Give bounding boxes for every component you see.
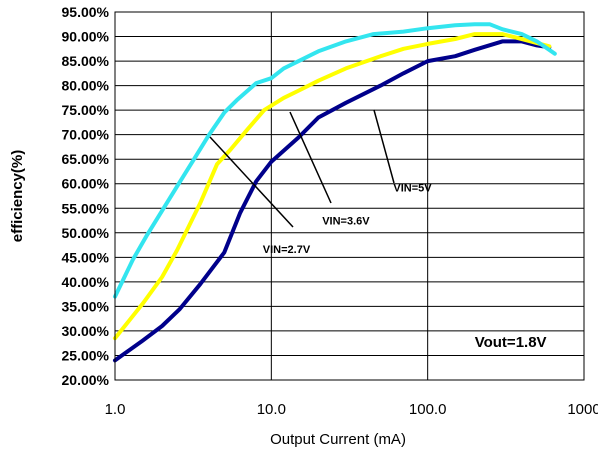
- y-tick-label: 90.00%: [62, 29, 110, 45]
- y-tick-label: 35.00%: [62, 298, 110, 314]
- y-tick-label: 40.00%: [62, 274, 110, 290]
- x-tick-label: 1.0: [105, 401, 126, 418]
- y-tick-label: 25.00%: [62, 347, 110, 363]
- annotation-leader: [289, 111, 332, 204]
- annotation-leader: [373, 109, 395, 184]
- y-tick-label: 70.00%: [62, 127, 110, 143]
- grid-lines: [114, 11, 585, 381]
- y-tick-label: 20.00%: [62, 372, 110, 388]
- y-tick-label: 55.00%: [62, 200, 110, 216]
- series-lines: [113, 22, 557, 363]
- y-tick-label: 45.00%: [62, 249, 110, 265]
- y-axis-title: efficiency(%): [9, 150, 26, 243]
- x-tick-labels: 1.0 10.0 100.0 1000: [105, 401, 598, 418]
- x-tick-label: 1000: [567, 401, 598, 418]
- series-line-1: [113, 32, 552, 341]
- series-line-2: [113, 22, 557, 299]
- y-tick-labels: 20.00% 25.00% 30.00% 35.00% 40.00% 45.00% 50.0…: [62, 4, 110, 388]
- y-tick-label: 80.00%: [62, 78, 110, 94]
- y-tick-label: 95.00%: [62, 4, 110, 20]
- y-tick-label: 50.00%: [62, 225, 110, 241]
- x-tick-label: 10.0: [257, 401, 286, 418]
- y-tick-label: 75.00%: [62, 102, 110, 118]
- series-annotation: VIN=5V: [393, 183, 432, 195]
- x-tick-label: 100.0: [409, 401, 447, 418]
- x-axis-title: Output Current (mA): [270, 431, 406, 448]
- plot-area-frame: [114, 11, 585, 381]
- annotation-labels: VIN=5V VIN=3.6V VIN=2.7V Vout=1.8V: [263, 183, 547, 352]
- series-annotation: VIN=3.6V: [322, 216, 370, 228]
- annotation-leader: [209, 136, 294, 228]
- series-annotation: VIN=2.7V: [263, 244, 311, 256]
- vout-note: Vout=1.8V: [475, 334, 547, 351]
- series-line-0: [113, 39, 552, 363]
- y-tick-label: 85.00%: [62, 53, 110, 69]
- y-tick-label: 60.00%: [62, 176, 110, 192]
- y-tick-label: 30.00%: [62, 323, 110, 339]
- y-tick-label: 65.00%: [62, 151, 110, 167]
- annotation-leaders: [209, 109, 395, 228]
